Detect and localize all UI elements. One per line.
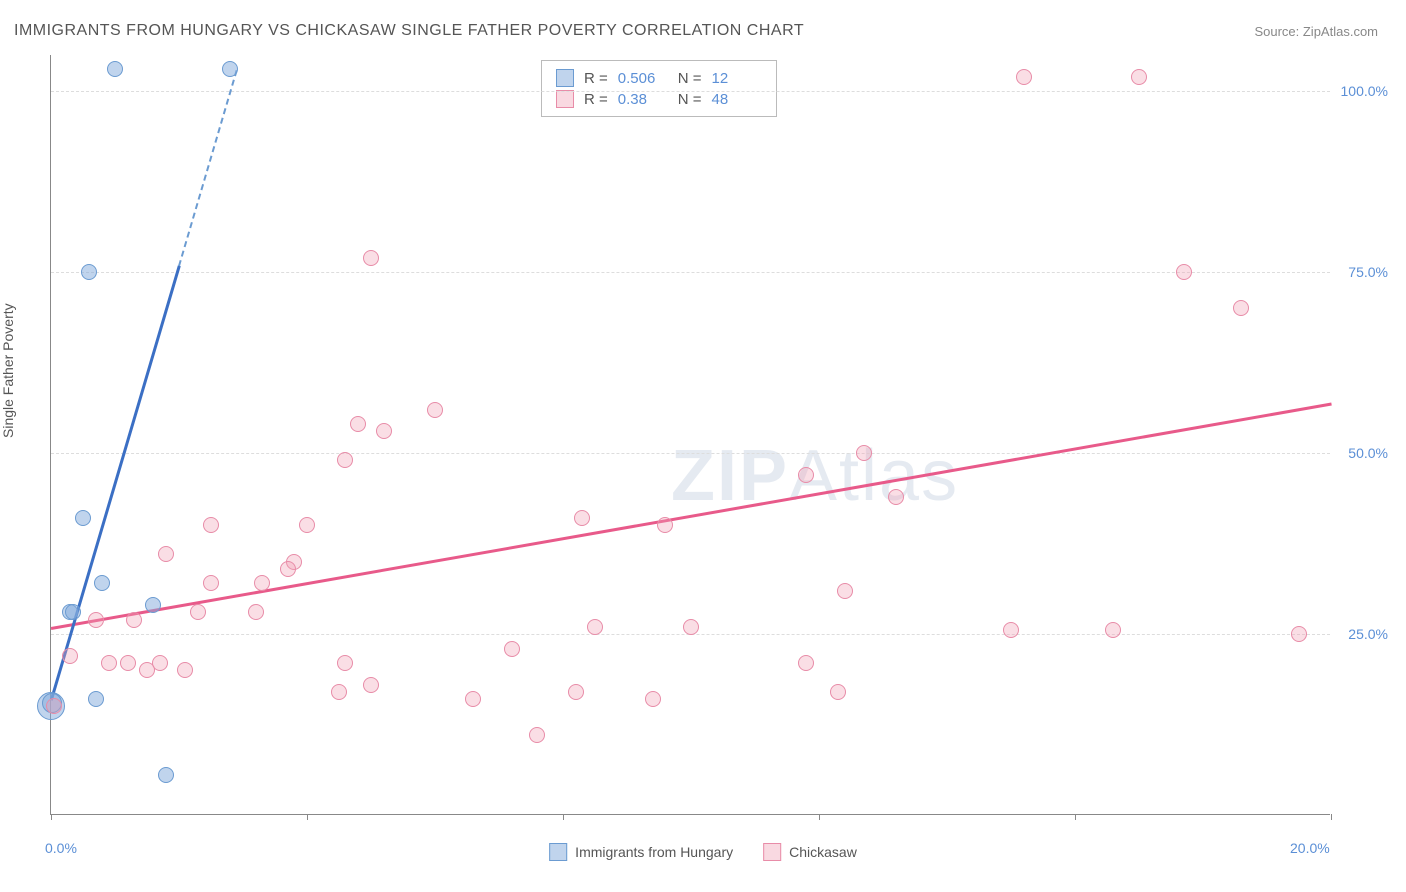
- regression-line: [178, 70, 238, 266]
- scatter-point: [248, 604, 264, 620]
- scatter-point: [126, 612, 142, 628]
- scatter-point: [145, 597, 161, 613]
- x-tick: [307, 814, 308, 820]
- scatter-point: [1016, 69, 1032, 85]
- x-tick: [1075, 814, 1076, 820]
- swatch-blue: [549, 843, 567, 861]
- swatch-pink: [763, 843, 781, 861]
- chart-plot-area: ZIPAtlas R = 0.506 N = 12 R = 0.38 N = 4…: [50, 55, 1330, 815]
- scatter-point: [107, 61, 123, 77]
- scatter-point: [837, 583, 853, 599]
- scatter-point: [101, 655, 117, 671]
- scatter-point: [363, 250, 379, 266]
- scatter-point: [683, 619, 699, 635]
- legend-item-hungary: Immigrants from Hungary: [549, 843, 733, 861]
- scatter-point: [88, 612, 104, 628]
- scatter-point: [587, 619, 603, 635]
- scatter-point: [350, 416, 366, 432]
- scatter-point: [1291, 626, 1307, 642]
- y-axis-label: Single Father Poverty: [0, 303, 16, 438]
- scatter-point: [158, 546, 174, 562]
- scatter-point: [280, 561, 296, 577]
- scatter-point: [798, 655, 814, 671]
- scatter-point: [465, 691, 481, 707]
- stats-row-hungary: R = 0.506 N = 12: [556, 69, 762, 87]
- scatter-point: [331, 684, 347, 700]
- scatter-point: [337, 452, 353, 468]
- scatter-point: [46, 698, 62, 714]
- scatter-point: [568, 684, 584, 700]
- scatter-point: [1003, 622, 1019, 638]
- scatter-point: [222, 61, 238, 77]
- scatter-point: [363, 677, 379, 693]
- scatter-point: [645, 691, 661, 707]
- scatter-point: [94, 575, 110, 591]
- y-tick-label: 75.0%: [1348, 264, 1388, 280]
- scatter-point: [1176, 264, 1192, 280]
- scatter-point: [1233, 300, 1249, 316]
- scatter-point: [888, 489, 904, 505]
- x-tick: [563, 814, 564, 820]
- scatter-point: [177, 662, 193, 678]
- scatter-point: [574, 510, 590, 526]
- scatter-point: [657, 517, 673, 533]
- correlation-stats-box: R = 0.506 N = 12 R = 0.38 N = 48: [541, 60, 777, 117]
- scatter-point: [1105, 622, 1121, 638]
- scatter-point: [856, 445, 872, 461]
- swatch-pink: [556, 90, 574, 108]
- scatter-point: [81, 264, 97, 280]
- x-tick-label: 0.0%: [45, 840, 77, 856]
- y-tick-label: 100.0%: [1341, 83, 1388, 99]
- scatter-point: [88, 691, 104, 707]
- scatter-point: [254, 575, 270, 591]
- scatter-point: [376, 423, 392, 439]
- legend-item-chickasaw: Chickasaw: [763, 843, 857, 861]
- bottom-legend: Immigrants from Hungary Chickasaw: [549, 843, 857, 861]
- stats-row-chickasaw: R = 0.38 N = 48: [556, 90, 762, 108]
- x-tick: [1331, 814, 1332, 820]
- grid-line: [51, 272, 1330, 273]
- scatter-point: [798, 467, 814, 483]
- scatter-point: [830, 684, 846, 700]
- scatter-point: [120, 655, 136, 671]
- scatter-point: [65, 604, 81, 620]
- scatter-point: [62, 648, 78, 664]
- grid-line: [51, 91, 1330, 92]
- regression-line: [50, 266, 180, 701]
- scatter-point: [203, 575, 219, 591]
- scatter-point: [427, 402, 443, 418]
- scatter-point: [158, 767, 174, 783]
- scatter-point: [203, 517, 219, 533]
- y-tick-label: 50.0%: [1348, 445, 1388, 461]
- scatter-point: [299, 517, 315, 533]
- swatch-blue: [556, 69, 574, 87]
- x-tick: [819, 814, 820, 820]
- scatter-point: [75, 510, 91, 526]
- chart-title: IMMIGRANTS FROM HUNGARY VS CHICKASAW SIN…: [14, 22, 804, 40]
- source-attribution: Source: ZipAtlas.com: [1254, 24, 1378, 39]
- scatter-point: [190, 604, 206, 620]
- scatter-point: [529, 727, 545, 743]
- x-tick-label: 20.0%: [1290, 840, 1330, 856]
- x-tick: [51, 814, 52, 820]
- scatter-point: [337, 655, 353, 671]
- grid-line: [51, 453, 1330, 454]
- scatter-point: [139, 662, 155, 678]
- y-tick-label: 25.0%: [1348, 626, 1388, 642]
- scatter-point: [1131, 69, 1147, 85]
- scatter-point: [504, 641, 520, 657]
